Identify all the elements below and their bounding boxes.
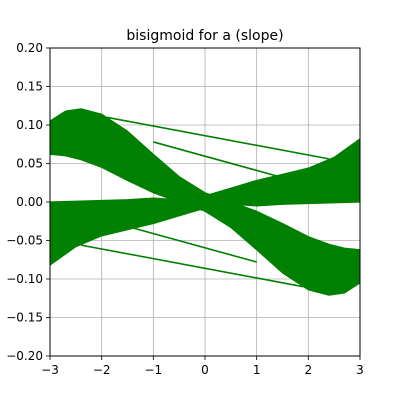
x-tick-label: 2	[305, 363, 313, 377]
y-tick-label: 0.05	[16, 157, 43, 171]
x-tick-label: 0	[201, 363, 209, 377]
series-line-3	[80, 244, 304, 288]
x-tick-label: −1	[144, 363, 162, 377]
series-line-2	[116, 222, 257, 263]
plot-area	[50, 108, 360, 296]
series-line-1	[153, 141, 294, 182]
series-line-4	[106, 116, 330, 160]
x-axis: −3 −2 −1 0 1 2 3	[41, 356, 364, 377]
x-tick-label: −2	[93, 363, 111, 377]
y-tick-label: −0.10	[6, 272, 43, 286]
chart-title: bisigmoid for a (slope)	[126, 28, 283, 44]
y-tick-label: −0.05	[6, 234, 43, 248]
x-tick-label: −3	[41, 363, 59, 377]
y-tick-label: 0.10	[16, 118, 43, 132]
x-tick-label: 3	[356, 363, 364, 377]
y-tick-label: 0.00	[16, 195, 43, 209]
series-band-2	[50, 138, 360, 266]
x-tick-label: 1	[253, 363, 261, 377]
y-axis: −0.20 −0.15 −0.10 −0.05 0.00 0.05 0.10 0.15 0.20	[6, 41, 50, 363]
y-tick-label: −0.15	[6, 311, 43, 325]
y-tick-label: −0.20	[6, 349, 43, 363]
y-tick-label: 0.20	[16, 41, 43, 55]
y-tick-label: 0.15	[16, 80, 43, 94]
